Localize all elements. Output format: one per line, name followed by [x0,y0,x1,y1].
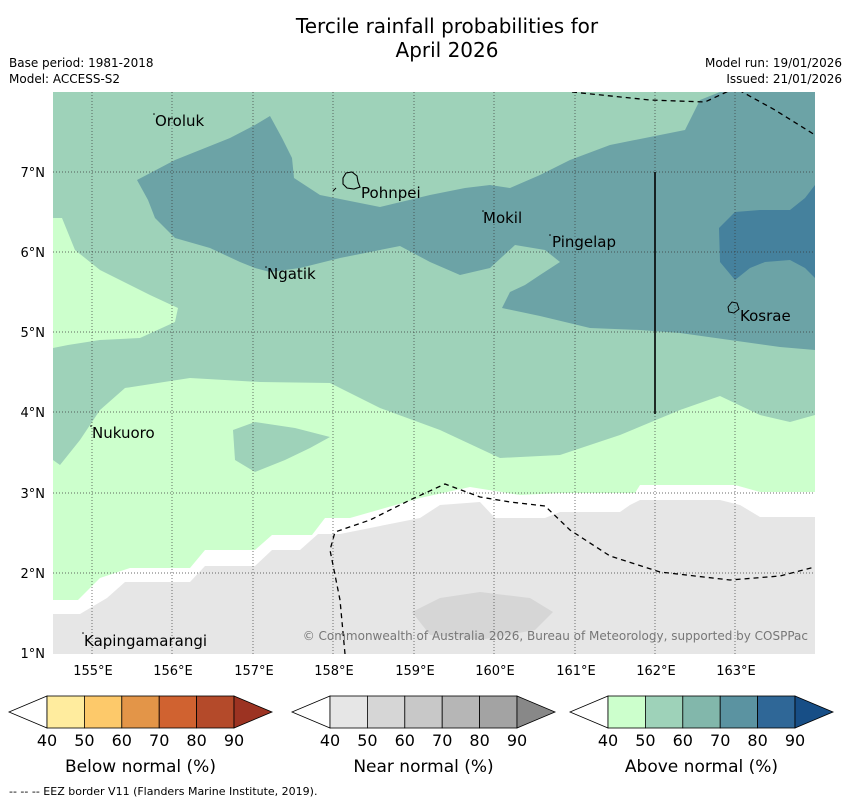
place-pingelap: Pingelap [552,233,616,251]
lat-label: 4°N [21,406,46,421]
colorbar-tick-label: 40 [320,731,340,750]
colorbar-tick-label: 90 [507,731,527,750]
colorbar-segment [84,695,123,729]
base-period: Base period: 1981-2018 [9,56,154,70]
colorbar-segment [607,695,646,729]
lat-label: 3°N [21,487,46,502]
lat-label: 1°N [21,647,46,662]
eez-border [329,92,815,654]
pohnpei-reef [332,187,337,192]
colorbar-label: Near normal (%) [353,757,493,777]
lon-label: 157°E [234,664,274,679]
lon-label: 163°E [716,664,756,679]
colorbar-label: Above normal (%) [625,757,778,777]
place-pohnpei: Pohnpei [361,184,421,202]
colorbar-segment [366,695,406,729]
colorbar-1: 40 50 60 70 80 90 Below normal (%) [7,695,274,777]
title-line-2: April 2026 [395,38,499,62]
lon-label: 155°E [73,664,113,679]
colorbar-tick-label: 40 [37,731,57,750]
place-kosrae: Kosrae [740,307,791,325]
colorbar-segment [196,695,235,729]
meta-right: Model run: 19/01/2026 Issued: 21/01/2026 [705,55,842,87]
lon-label: 159°E [395,664,435,679]
colorbar-tick-label: 80 [469,731,489,750]
colorbar-segment [719,695,759,729]
region-above-50-60-patch [233,422,330,472]
colorbar-segment [479,695,518,729]
colorbar-segment [404,695,443,729]
colorbar-segment [645,695,684,729]
footer-eez-note: -- -- -- EEZ border V11 (Flanders Marine… [9,785,318,798]
colorbar-low-extend [7,695,48,729]
colorbar-segment [329,695,368,729]
map-plot: Oroluk Pohnpei Mokil Pingelap Ngatik Kos… [53,92,815,654]
colorbar-tick-label: 40 [598,731,618,750]
lat-label: 6°N [21,246,46,261]
lat-label: 5°N [21,326,46,341]
colorbar-3: 40 50 60 70 80 90 Above normal (%) [568,695,835,777]
lon-label: 160°E [475,664,515,679]
colorbar-low-extend [568,695,609,729]
atoll-markers [82,113,551,634]
colorbar-high-extend [516,695,557,729]
colorbar-tick-label: 50 [635,731,655,750]
colorbar-tick-label: 60 [395,731,415,750]
colorbar-segment [121,695,160,729]
lon-label: 162°E [636,664,676,679]
colorbar-tick-label: 90 [785,731,805,750]
lon-label: 161°E [556,664,596,679]
lat-label: 2°N [21,567,46,582]
lat-axis: 7°N 6°N 5°N 4°N 3°N 2°N 1°N [21,166,46,662]
colorbar-segment [682,695,721,729]
place-mokil: Mokil [483,209,522,227]
colorbar-tick-label: 50 [74,731,94,750]
colorbar-high-extend [794,695,835,729]
region-above-60-70 [137,92,815,350]
colorbar-2: 40 50 60 70 80 90 Near normal (%) [290,695,557,777]
colorbar-high-extend [233,695,274,729]
region-near-50-60 [412,592,553,640]
lon-label: 156°E [153,664,193,679]
lat-label: 7°N [21,166,46,181]
colorbar-tick-label: 80 [747,731,767,750]
model-name: Model: ACCESS-S2 [9,72,121,86]
colorbar-segment [158,695,197,729]
colorbar-tick-label: 60 [673,731,693,750]
place-kapingamarangi: Kapingamarangi [84,632,207,650]
meta-left: Base period: 1981-2018 Model: ACCESS-S2 [9,55,154,87]
colorbar-tick-label: 80 [186,731,206,750]
issued-date: Issued: 21/01/2026 [726,72,842,86]
place-nukuoro: Nukuoro [92,424,155,442]
lon-axis: 155°E 156°E 157°E 158°E 159°E 160°E 161°… [73,664,756,679]
region-above-40-50-west [53,218,178,348]
colorbar-label: Below normal (%) [65,757,216,777]
kosrae-outline [727,301,740,314]
model-run: Model run: 19/01/2026 [704,56,842,70]
copyright-notice: © Commonwealth of Australia 2026, Bureau… [303,629,808,643]
title-line-1: Tercile rainfall probabilities for [295,14,599,38]
colorbar-segment [757,695,796,729]
colorbar-tick-label: 90 [224,731,244,750]
colorbar-tick-label: 60 [112,731,132,750]
graticule [53,92,815,654]
pohnpei-outline [342,171,361,190]
place-ngatik: Ngatik [267,265,316,283]
map-title: Tercile rainfall probabilities for April… [0,14,850,62]
lon-label: 158°E [314,664,354,679]
colorbar-low-extend [290,695,331,729]
colorbars: 40 50 60 70 80 90 Below normal (%) 40 50 60 70 80 90… [7,695,835,777]
region-near-40-50 [53,500,815,654]
colorbar-segment [441,695,481,729]
colorbar-tick-label: 50 [357,731,377,750]
colorbar-tick-label: 70 [432,731,452,750]
place-oroluk: Oroluk [155,112,204,130]
colorbar-tick-label: 70 [710,731,730,750]
region-above-70-80 [719,185,815,280]
colorbar-tick-label: 70 [149,731,169,750]
colorbar-segment [46,695,85,729]
